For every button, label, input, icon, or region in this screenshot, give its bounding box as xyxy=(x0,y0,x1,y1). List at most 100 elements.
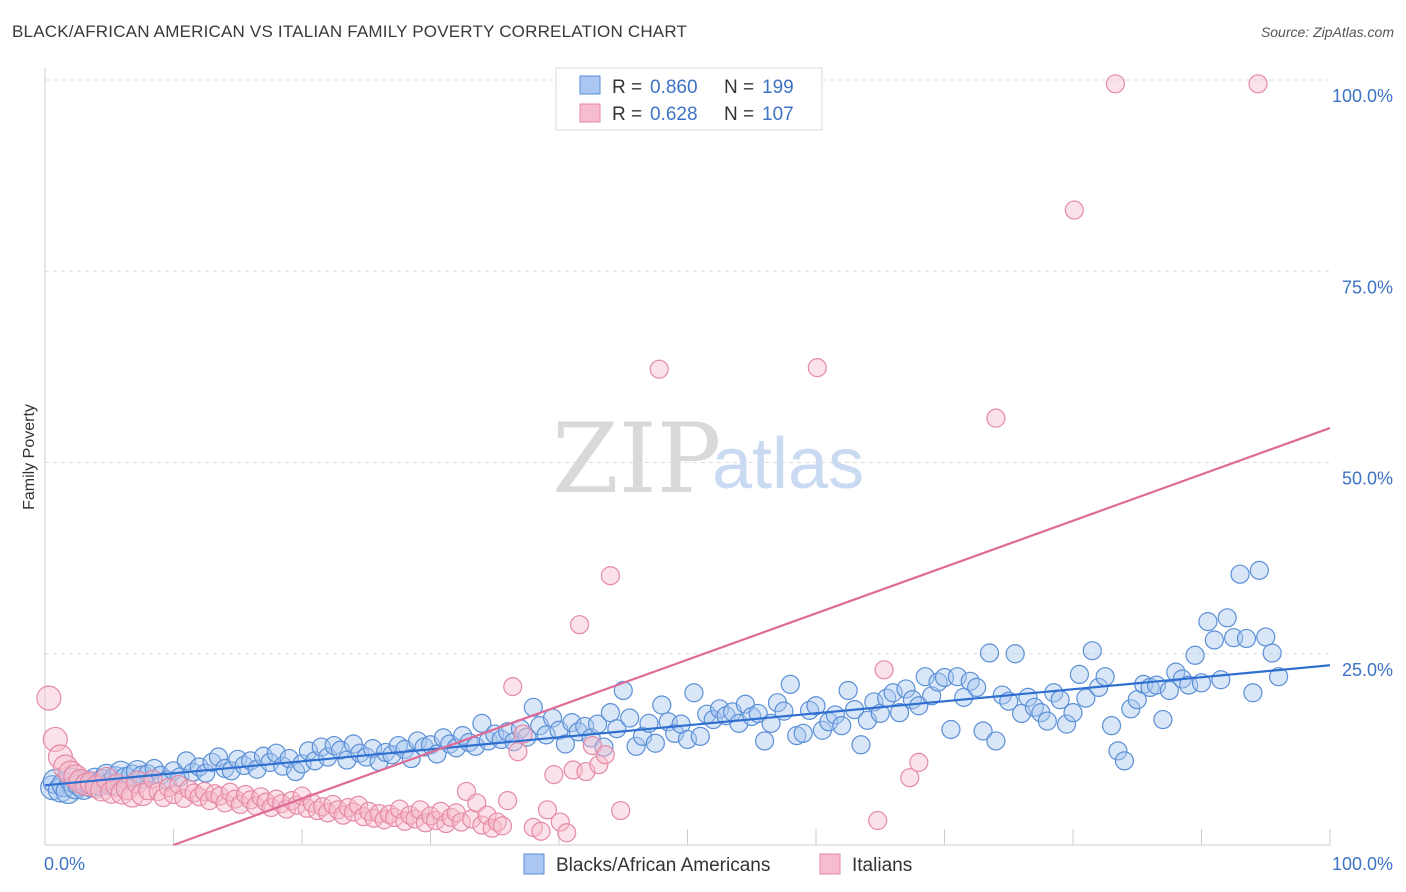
trend-line-italians xyxy=(173,427,1331,847)
blacks-point-133 xyxy=(851,735,871,755)
bottom-legend-label-italians: Italians xyxy=(852,855,912,876)
blacks-point-74 xyxy=(472,713,492,733)
bottom-legend-swatch-blacks xyxy=(523,853,545,875)
y-tick-labels: 25.0% 50.0% 75.0% 100.0% xyxy=(1332,86,1393,680)
italians-point-94 xyxy=(531,821,551,841)
x-tick-label-0: 0.0% xyxy=(44,854,85,874)
blacks-point-166 xyxy=(1063,703,1083,723)
y-axis-title: Family Poverty xyxy=(21,404,38,510)
italians-point-105 xyxy=(600,566,621,586)
italians-point-106 xyxy=(611,800,631,821)
legend-n-value-italians: 107 xyxy=(762,104,794,125)
bottom-legend: Blacks/African Americans Italians xyxy=(523,853,912,876)
bottom-legend-label-blacks: Blacks/African Americans xyxy=(556,855,770,876)
blacks-point-160 xyxy=(1024,697,1045,717)
blacks-point-96 xyxy=(613,680,633,701)
italians-point-88 xyxy=(492,816,513,836)
legend-swatch-blacks xyxy=(579,75,601,95)
legend-r-value-blacks: 0.860 xyxy=(650,77,698,98)
gridlines xyxy=(45,79,1330,655)
blacks-point-171 xyxy=(1095,667,1115,687)
blacks-point-131 xyxy=(838,680,858,701)
italians-point-60 xyxy=(348,795,369,815)
italians-point-89 xyxy=(498,791,518,811)
italians-point-61 xyxy=(354,807,374,827)
blacks-point-35 xyxy=(221,761,241,781)
blacks-point-181 xyxy=(1159,680,1179,701)
blacks-point-87 xyxy=(555,734,576,754)
blacks-point-33 xyxy=(208,747,229,767)
blacks-point-195 xyxy=(1249,560,1269,580)
y-tick-label-1: 50.0% xyxy=(1342,469,1393,489)
blacks-point-102 xyxy=(652,695,672,715)
italians-point-110 xyxy=(874,660,894,680)
blacks-point-197 xyxy=(1262,643,1282,663)
blacks-point-187 xyxy=(1198,612,1218,632)
blacks-point-154 xyxy=(986,731,1006,751)
italians-point-0 xyxy=(36,685,62,711)
italians-point-34 xyxy=(215,793,235,813)
watermark: ZIP atlas xyxy=(552,403,864,515)
blacks-point-192 xyxy=(1230,564,1250,584)
blacks-point-124 xyxy=(793,723,813,743)
blacks-point-147 xyxy=(941,719,961,740)
italians-point-114 xyxy=(1064,200,1084,220)
italians-point-16 xyxy=(120,784,144,808)
bottom-legend-swatch-italians xyxy=(819,853,841,875)
blacks-point-107 xyxy=(684,683,704,703)
trend-lines xyxy=(44,427,1331,847)
italians-point-90 xyxy=(503,677,523,697)
series-blacks-points xyxy=(40,560,1289,805)
italians-point-91 xyxy=(508,742,528,762)
legend-swatch-italians xyxy=(579,103,601,123)
watermark-atlas: atlas xyxy=(712,424,864,504)
legend-r-label-italians: R = xyxy=(612,104,642,125)
blacks-point-140 xyxy=(896,679,916,699)
blacks-point-101 xyxy=(645,733,665,753)
blacks-point-157 xyxy=(1005,644,1025,664)
y-tick-label-3: 100.0% xyxy=(1332,86,1393,106)
blacks-point-118 xyxy=(754,731,775,751)
italians-point-115 xyxy=(1105,74,1126,94)
blacks-point-94 xyxy=(600,703,621,723)
italians-point-113 xyxy=(986,408,1006,428)
legend-n-value-blacks: 199 xyxy=(762,77,794,98)
watermark-zip: ZIP xyxy=(552,403,721,515)
blacks-point-173 xyxy=(1108,741,1128,761)
legend: R = 0.860 N = 199 R = 0.628 N = 107 xyxy=(555,67,823,131)
y-tick-label-0: 25.0% xyxy=(1342,660,1393,680)
italians-point-83 xyxy=(467,793,487,813)
italians-point-95 xyxy=(537,800,558,820)
blacks-point-108 xyxy=(690,726,710,746)
legend-r-value-italians: 0.628 xyxy=(650,104,698,125)
italians-point-107 xyxy=(649,359,669,379)
blacks-point-165 xyxy=(1056,714,1077,734)
legend-r-label-blacks: R = xyxy=(612,77,642,98)
x-tick-labels: 0.0% 100.0% xyxy=(44,854,1393,874)
italians-point-92 xyxy=(513,724,533,744)
italians-point-21 xyxy=(148,781,168,802)
blacks-point-143 xyxy=(915,667,935,687)
blacks-point-188 xyxy=(1204,630,1224,650)
italians-point-68 xyxy=(390,799,410,819)
italians-point-97 xyxy=(550,812,570,832)
blacks-point-174 xyxy=(1114,751,1135,771)
italians-point-24 xyxy=(163,784,184,805)
italians-point-111 xyxy=(900,768,920,788)
italians-point-103 xyxy=(589,755,609,775)
chart-title: BLACK/AFRICAN AMERICAN VS ITALIAN FAMILY… xyxy=(12,22,688,41)
italians-point-29 xyxy=(189,787,209,807)
italians-point-76 xyxy=(431,801,451,821)
blacks-point-193 xyxy=(1236,628,1257,649)
blacks-point-138 xyxy=(883,683,903,703)
blacks-point-98 xyxy=(626,736,646,756)
italians-point-70 xyxy=(400,805,420,825)
italians-point-112 xyxy=(909,752,929,772)
blacks-point-97 xyxy=(620,708,640,728)
blacks-point-189 xyxy=(1211,670,1231,690)
y-tick-label-2: 75.0% xyxy=(1342,277,1393,297)
italians-point-87 xyxy=(487,812,507,832)
italians-point-26 xyxy=(174,788,194,808)
legend-n-label-italians: N = xyxy=(724,104,754,125)
